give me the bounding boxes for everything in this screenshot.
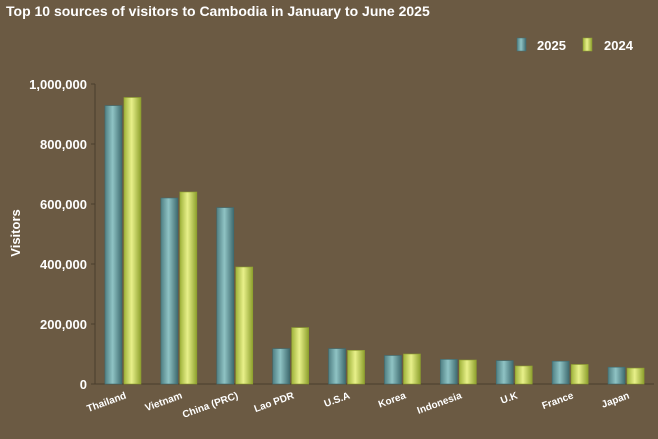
legend-swatch-2024: [582, 37, 593, 52]
legend-label-2025: 2025: [537, 38, 566, 53]
bar-indonesia-2025: [440, 359, 458, 385]
x-tick-label: France: [541, 390, 576, 412]
bar-u-s-a-2025: [328, 348, 346, 385]
bar-korea-2024: [403, 353, 421, 385]
x-tick-label: Vietnam: [144, 390, 184, 414]
bar-indonesia-2024: [459, 359, 477, 385]
bar-thailand-2024: [123, 97, 142, 385]
bar-korea-2025: [384, 355, 402, 385]
bar-u-k-2025: [495, 360, 514, 385]
bar-france-2024: [570, 364, 589, 385]
bar-china-prc-2025: [216, 207, 235, 385]
y-tick-label: 400,000: [40, 257, 87, 272]
legend-label-2024: 2024: [604, 38, 634, 53]
bars: [104, 97, 645, 385]
x-tick-label: China (PRC): [181, 390, 240, 420]
x-tick-label: Japan: [600, 390, 631, 410]
bar-lao-pdr-2024: [291, 327, 309, 385]
y-tick-label: 1,000,000: [29, 77, 87, 92]
bar-vietnam-2024: [179, 191, 198, 385]
y-ticks: 0 200,000 400,000 600,000 800,000 1,000,000: [29, 77, 95, 392]
bar-thailand-2025: [104, 105, 123, 385]
legend: 2025 2024: [516, 37, 634, 53]
y-tick-label: 200,000: [40, 317, 87, 332]
bar-lao-pdr-2025: [272, 348, 290, 385]
y-axis-label: Visitors: [8, 209, 23, 256]
x-tick-label: U.K: [499, 390, 520, 406]
x-tick-label: Thailand: [86, 390, 128, 414]
x-tick-label: Indonesia: [416, 390, 464, 416]
bar-japan-2024: [626, 367, 645, 385]
x-tick-label: U.S.A: [323, 390, 352, 409]
legend-swatch-2025: [516, 37, 527, 52]
x-tick-label: Korea: [377, 390, 408, 410]
axes: [94, 84, 654, 385]
bar-u-s-a-2024: [347, 350, 365, 385]
y-tick-label: 600,000: [40, 197, 87, 212]
bar-u-k-2024: [514, 365, 533, 385]
bar-france-2025: [551, 360, 570, 385]
bar-china-prc-2024: [235, 266, 254, 385]
y-tick-label: 800,000: [40, 137, 87, 152]
bar-vietnam-2025: [160, 197, 179, 385]
y-tick-label: 0: [80, 377, 87, 392]
x-tick-label: Lao PDR: [253, 390, 297, 415]
bar-japan-2025: [607, 366, 626, 385]
chart-title: Top 10 sources of visitors to Cambodia i…: [6, 3, 430, 19]
